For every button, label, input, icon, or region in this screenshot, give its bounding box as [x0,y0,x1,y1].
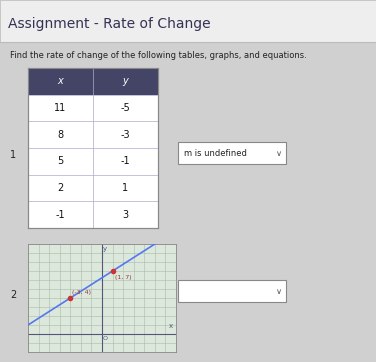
FancyBboxPatch shape [28,68,158,228]
FancyBboxPatch shape [0,42,376,362]
Text: m is undefined: m is undefined [184,148,247,157]
Text: 1: 1 [10,150,16,160]
Text: x: x [58,76,64,86]
FancyBboxPatch shape [0,0,376,42]
Text: ∨: ∨ [276,148,282,157]
Text: -1: -1 [121,156,130,166]
Text: y: y [123,76,128,86]
Text: Assignment - Rate of Change: Assignment - Rate of Change [8,17,211,31]
Text: -3: -3 [121,130,130,140]
Text: O: O [103,336,108,341]
FancyBboxPatch shape [178,142,286,164]
Text: ∨: ∨ [276,286,282,295]
Text: y: y [103,246,107,252]
Text: 5: 5 [58,156,64,166]
Text: 3: 3 [123,210,129,220]
Text: 1: 1 [123,183,129,193]
Text: -1: -1 [56,210,65,220]
Text: 8: 8 [58,130,64,140]
FancyBboxPatch shape [178,280,286,302]
Text: x: x [169,324,173,329]
Text: -5: -5 [121,103,130,113]
Text: 2: 2 [58,183,64,193]
FancyBboxPatch shape [28,68,158,95]
Text: 2: 2 [10,290,16,300]
Text: (1, 7): (1, 7) [115,275,131,281]
Text: (-3, 4): (-3, 4) [73,290,91,295]
Text: 11: 11 [55,103,67,113]
Text: Find the rate of change of the following tables, graphs, and equations.: Find the rate of change of the following… [10,51,307,60]
